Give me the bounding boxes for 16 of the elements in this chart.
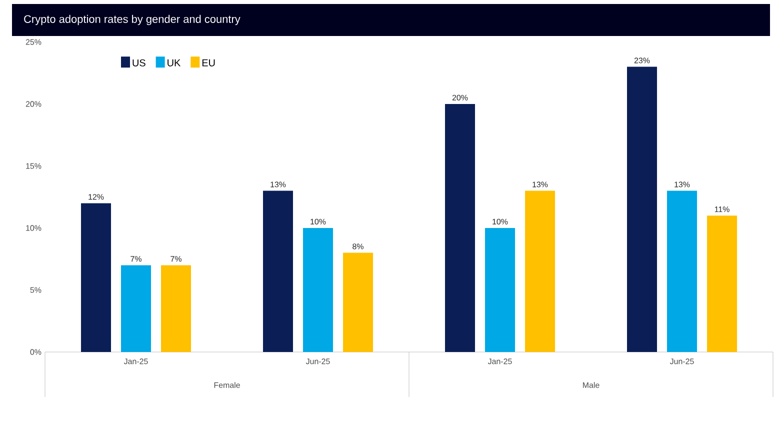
bar [485,228,516,352]
chart-title: Crypto adoption rates by gender and country [24,14,240,26]
bar [81,203,112,352]
bar [161,265,192,352]
bar [343,252,374,352]
bar [445,104,476,352]
bar [263,190,294,352]
legend-label: EU [202,59,215,66]
bar [667,190,698,352]
bar [303,228,334,352]
bar [525,190,556,352]
legend-label: US [132,59,146,66]
legend-label: UK [168,59,181,66]
bar [707,216,738,352]
bar [627,66,658,352]
bar [121,265,152,352]
